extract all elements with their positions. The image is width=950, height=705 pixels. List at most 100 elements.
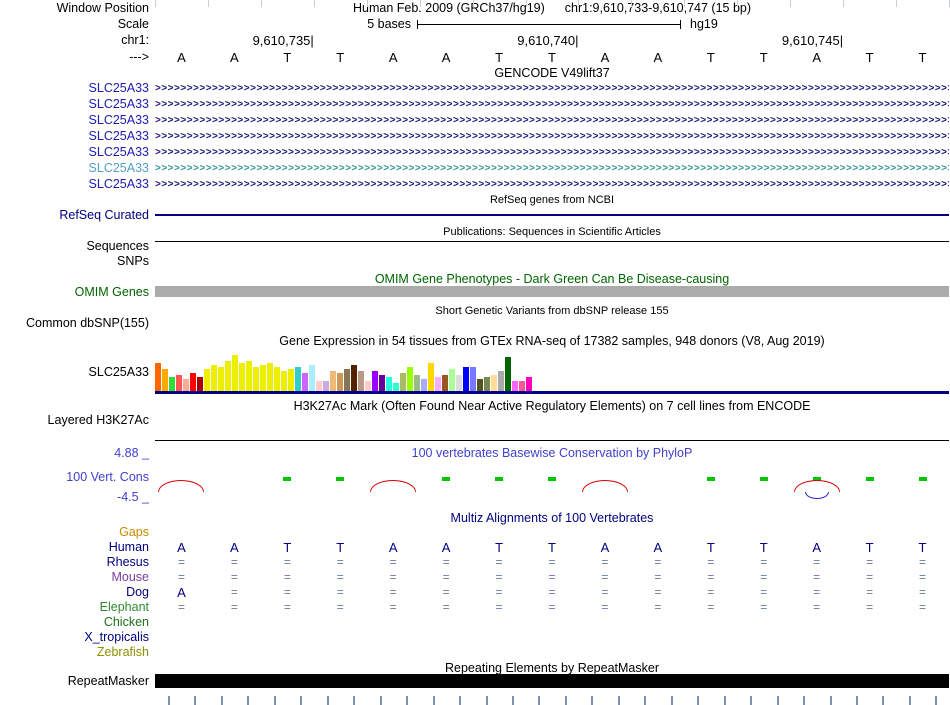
multiz-match-mark: = [548, 585, 556, 599]
multiz-base: A [388, 540, 398, 555]
gencode-transcript-label[interactable]: SLC25A33 [88, 161, 149, 175]
gtex-bar [519, 381, 525, 391]
dbsnp-label[interactable]: Common dbSNP(155) [26, 316, 149, 330]
snps-label[interactable]: SNPs [117, 254, 149, 268]
ruler-base: A [812, 50, 821, 65]
multiz-base: A [441, 540, 451, 555]
cutoff-track-tick [882, 696, 885, 705]
multiz-match-mark: = [760, 555, 768, 569]
refseq-note: RefSeq genes from NCBI [489, 194, 615, 206]
cutoff-track-tick [723, 696, 726, 705]
gtex-bar [225, 361, 231, 391]
ruler-guide-tick [578, 0, 580, 7]
ruler-guide-tick [631, 0, 633, 7]
multiz-match-mark: = [336, 555, 344, 569]
cutoff-track-tick [617, 696, 620, 705]
gencode-transcript-arrows[interactable]: >>>>>>>>>>>>>>>>>>>>>>>>>>>>>>>>>>>>>>>>… [155, 163, 949, 174]
cutoff-track-tick [273, 696, 276, 705]
refseq-curated-label[interactable]: RefSeq Curated [59, 208, 149, 222]
multiz-species-label[interactable]: Rhesus [106, 555, 149, 569]
repeatmasker-label[interactable]: RepeatMasker [67, 674, 149, 688]
gtex-bar [330, 371, 336, 391]
ruler-position-label[interactable]: 9,610,745| [781, 33, 844, 48]
cutoff-track-tick [591, 696, 594, 705]
gencode-transcript-label[interactable]: SLC25A33 [88, 177, 149, 191]
multiz-match-mark: = [495, 555, 503, 569]
omim-genes-track[interactable] [155, 286, 949, 297]
multiz-species-label[interactable]: Zebrafish [96, 645, 149, 659]
refseq-track-line[interactable] [155, 214, 949, 216]
ruler-guide-tick [313, 0, 315, 7]
gencode-transcript-label[interactable]: SLC25A33 [88, 113, 149, 127]
cutoff-track-tick [432, 696, 435, 705]
multiz-match-mark: = [866, 585, 874, 599]
gtex-bar [372, 371, 378, 391]
gtex-bar [267, 363, 273, 391]
multiz-match-mark: = [389, 585, 397, 599]
gtex-bar [218, 367, 224, 391]
gtex-bar [211, 365, 217, 391]
cutoff-track-tick [168, 696, 170, 705]
multiz-match-mark: = [919, 600, 927, 614]
gencode-transcript-arrows[interactable]: >>>>>>>>>>>>>>>>>>>>>>>>>>>>>>>>>>>>>>>>… [155, 147, 949, 158]
dbsnp-note: Short Genetic Variants from dbSNP releas… [435, 305, 669, 317]
gencode-transcript-arrows[interactable]: >>>>>>>>>>>>>>>>>>>>>>>>>>>>>>>>>>>>>>>>… [155, 83, 949, 94]
gencode-transcript-arrows[interactable]: >>>>>>>>>>>>>>>>>>>>>>>>>>>>>>>>>>>>>>>>… [155, 179, 949, 190]
ruler-position-label[interactable]: 9,610,735| [252, 33, 314, 48]
multiz-match-mark: = [813, 600, 821, 614]
multiz-species-label[interactable]: Elephant [99, 600, 149, 614]
assembly-label: hg19 [690, 17, 718, 31]
multiz-base: T [918, 540, 927, 555]
gtex-bar [386, 377, 392, 391]
scale-bar-left-tick [417, 20, 418, 29]
gtex-bar [470, 367, 476, 391]
multiz-title: Multiz Alignments of 100 Vertebrates [450, 511, 654, 525]
strand-arrow: ---> [129, 50, 149, 64]
multiz-match-mark: = [442, 600, 450, 614]
ruler-guide-tick [366, 0, 368, 7]
gencode-transcript-arrows[interactable]: >>>>>>>>>>>>>>>>>>>>>>>>>>>>>>>>>>>>>>>>… [155, 115, 949, 126]
publications-note: Publications: Sequences in Scientific Ar… [443, 226, 661, 238]
gencode-transcript-label[interactable]: SLC25A33 [88, 129, 149, 143]
phylop-negative-hump [158, 480, 205, 492]
gtex-bar [512, 381, 518, 391]
gtex-expression-chart[interactable] [155, 353, 949, 391]
sequences-label[interactable]: Sequences [86, 239, 149, 253]
phylop-track-label[interactable]: 100 Vert. Cons [66, 470, 149, 484]
ruler-base: T [706, 50, 715, 65]
ruler-position-label[interactable]: 9,610,740| [517, 33, 579, 48]
gtex-bar [197, 377, 203, 391]
gencode-transcript-label[interactable]: SLC25A33 [88, 81, 149, 95]
gtex-bar [358, 371, 364, 391]
repeatmasker-track[interactable] [155, 674, 949, 688]
multiz-species-label[interactable]: Dog [126, 585, 149, 599]
gencode-transcript-label[interactable]: SLC25A33 [88, 145, 149, 159]
cutoff-track-tick [908, 696, 911, 705]
gencode-transcript-arrows[interactable]: >>>>>>>>>>>>>>>>>>>>>>>>>>>>>>>>>>>>>>>>… [155, 131, 949, 142]
multiz-species-label[interactable]: X_tropicalis [84, 630, 149, 644]
cutoff-track-tick [300, 696, 303, 705]
gencode-transcript-label[interactable]: SLC25A33 [88, 97, 149, 111]
multiz-match-mark: = [283, 570, 291, 584]
multiz-species-label[interactable]: Mouse [111, 570, 149, 584]
sequences-track-line[interactable] [155, 241, 949, 242]
cutoff-track-tick [485, 696, 488, 705]
multiz-species-label[interactable]: Chicken [103, 615, 149, 629]
phylop-positive-tick [706, 477, 715, 481]
gtex-bar [281, 371, 287, 391]
gtex-bar [491, 375, 497, 391]
multiz-match-mark: = [442, 555, 450, 569]
gtex-bar [456, 375, 462, 391]
ruler-base: T [495, 50, 504, 65]
multiz-species-label[interactable]: Gaps [119, 525, 149, 539]
multiz-match-mark: = [813, 555, 821, 569]
multiz-species-label[interactable]: Human [108, 540, 149, 554]
multiz-base: T [759, 540, 768, 555]
gtex-gene-label[interactable]: SLC25A33 [88, 365, 149, 379]
ruler-guide-tick [155, 0, 156, 7]
gencode-transcript-arrows[interactable]: >>>>>>>>>>>>>>>>>>>>>>>>>>>>>>>>>>>>>>>>… [155, 99, 949, 110]
h3k27ac-label[interactable]: Layered H3K27Ac [47, 413, 149, 427]
gtex-bar [337, 373, 343, 391]
ruler-guide-tick [472, 0, 474, 7]
omim-genes-label[interactable]: OMIM Genes [74, 285, 149, 299]
